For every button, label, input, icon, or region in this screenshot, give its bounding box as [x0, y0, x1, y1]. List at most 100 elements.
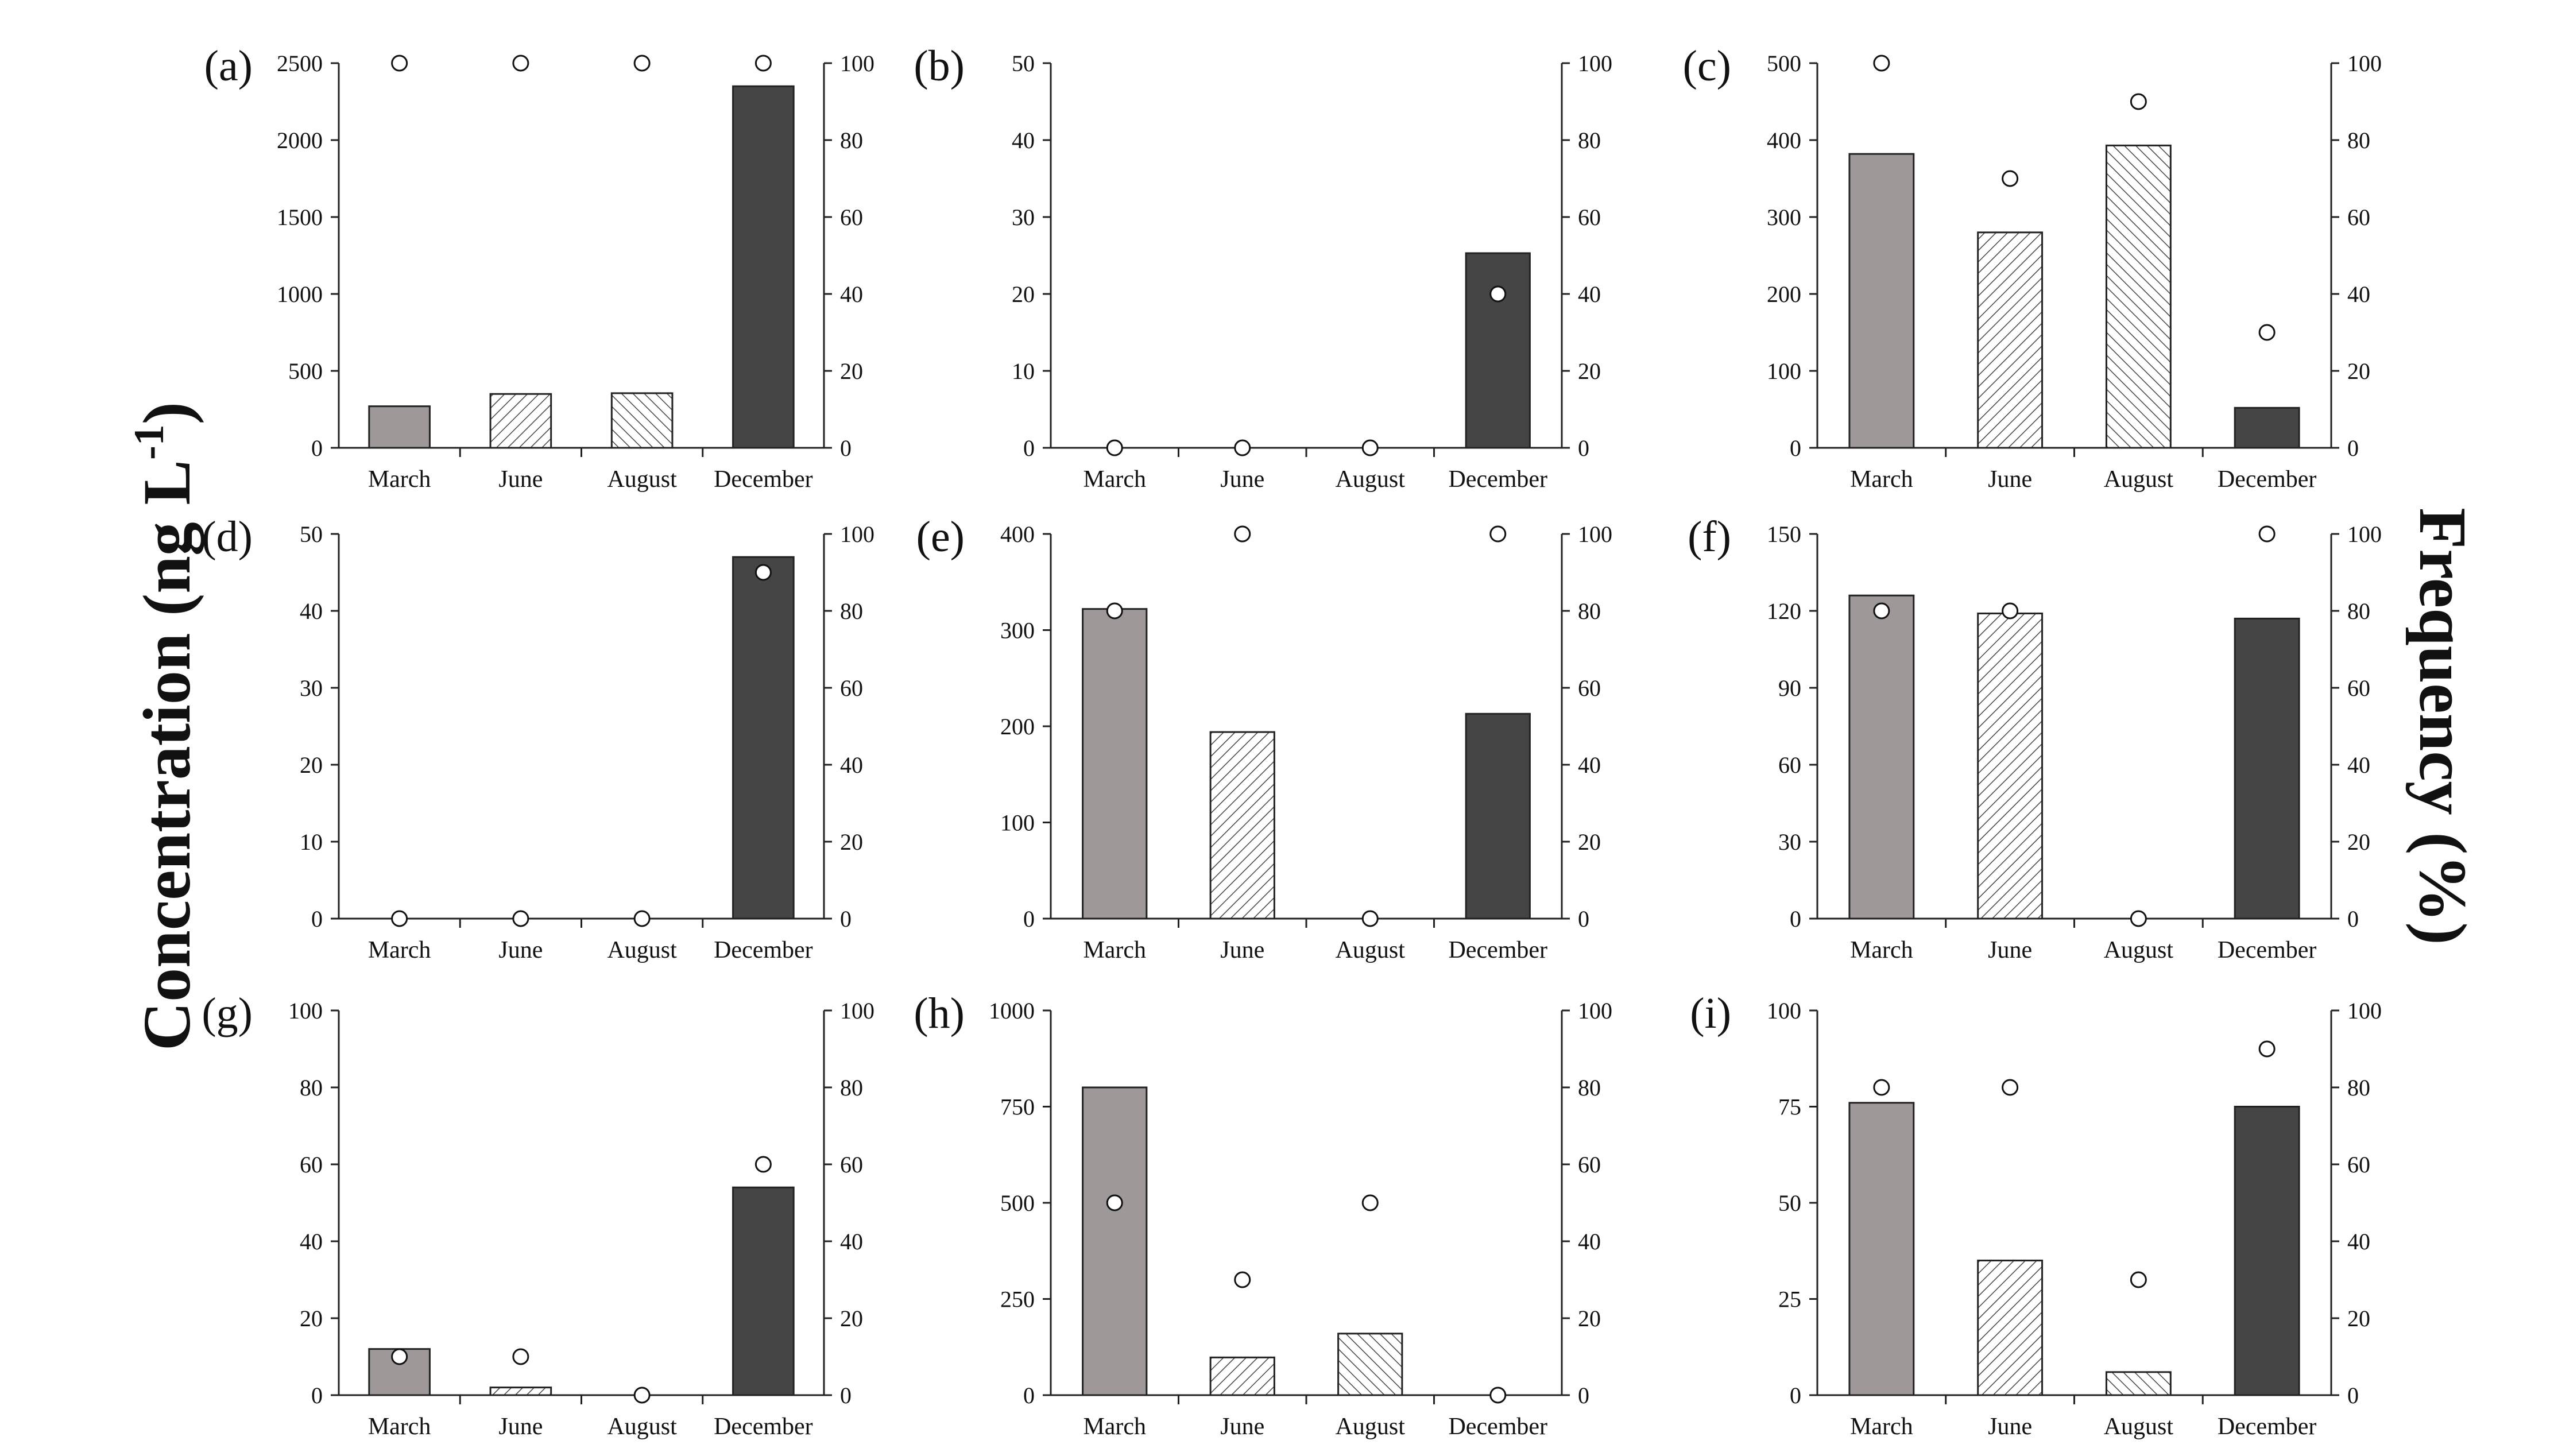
right-tick-label: 100 — [2347, 521, 2382, 547]
frequency-marker — [2002, 1079, 2019, 1096]
left-tick-label: 30 — [1778, 829, 1801, 855]
right-tick-label: 80 — [1578, 127, 1601, 153]
right-tick-label: 60 — [1578, 1152, 1601, 1178]
frequency-marker — [633, 55, 651, 72]
left-tick-label: 400 — [1767, 127, 1801, 153]
left-tick-label: 40 — [300, 1229, 323, 1254]
right-tick-label: 80 — [1578, 598, 1601, 624]
right-tick-label: 40 — [1578, 281, 1601, 307]
category-label: August — [607, 466, 677, 493]
left-tick-label: 75 — [1778, 1094, 1801, 1120]
left-tick-label: 50 — [1778, 1190, 1801, 1216]
frequency-marker — [633, 910, 651, 927]
category-label: December — [714, 466, 813, 493]
concentration-bar — [1848, 594, 1915, 920]
concentration-bar — [2234, 617, 2300, 920]
left-tick-label: 60 — [1778, 752, 1801, 778]
category-label: August — [1336, 466, 1406, 493]
category-label: December — [2218, 937, 2317, 963]
frequency-marker — [1106, 439, 1123, 456]
right-tick-label: 40 — [1578, 1229, 1601, 1254]
panels-group: (a)05001000150020002500020406080100March… — [202, 42, 2382, 1440]
concentration-bar — [2105, 1371, 2172, 1396]
right-tick-label: 60 — [840, 675, 863, 701]
category-label: December — [2218, 466, 2317, 493]
right-tick-label: 100 — [840, 521, 874, 547]
chart-panel: (i) 0 25 50 75 100 0 20 40 60 80 100 March June August… — [1690, 989, 2382, 1440]
right-tick-label: 40 — [2347, 752, 2370, 778]
right-tick-label: 100 — [1578, 998, 1612, 1024]
panel-label: (h) — [914, 989, 965, 1037]
right-tick-label: 60 — [2347, 675, 2370, 701]
frequency-marker — [1489, 525, 1507, 543]
category-label: December — [1448, 1414, 1547, 1440]
frequency-marker — [1234, 525, 1251, 543]
frequency-marker — [2258, 1040, 2276, 1058]
right-tick-label: 0 — [2347, 906, 2359, 932]
concentration-bar — [610, 392, 674, 449]
category-label: June — [498, 937, 543, 963]
right-tick-label: 0 — [2347, 435, 2359, 461]
right-tick-label: 60 — [1578, 204, 1601, 230]
frequency-marker — [512, 55, 529, 72]
left-tick-label: 100 — [1000, 810, 1035, 836]
concentration-bar — [2234, 1106, 2300, 1396]
panel-label: (c) — [1683, 42, 1731, 90]
concentration-bar — [1977, 612, 2044, 920]
category-label: June — [1220, 1414, 1264, 1440]
category-label: March — [1083, 937, 1146, 963]
left-tick-label: 0 — [311, 435, 323, 461]
panel-label: (d) — [202, 513, 253, 561]
frequency-marker — [1106, 1194, 1123, 1211]
left-tick-label: 40 — [300, 598, 323, 624]
category-label: March — [1850, 466, 1913, 493]
chart-panel: (a) 0 500 1000 1500 2000 2500 0 20 40 60 80 100 March… — [204, 42, 874, 493]
right-tick-label: 0 — [2347, 1383, 2359, 1408]
concentration-bar — [1848, 1102, 1915, 1396]
concentration-bar — [732, 556, 795, 920]
left-tick-label: 200 — [1000, 714, 1035, 739]
left-tick-label: 750 — [1000, 1094, 1035, 1120]
right-tick-label: 40 — [2347, 1229, 2370, 1254]
concentration-bar — [2234, 406, 2300, 449]
right-tick-label: 0 — [1578, 906, 1589, 932]
right-tick-label: 60 — [2347, 1152, 2370, 1178]
right-tick-label: 80 — [2347, 598, 2370, 624]
right-tick-label: 0 — [840, 1383, 852, 1408]
concentration-bar — [1977, 1260, 2044, 1396]
frequency-marker — [2130, 1271, 2147, 1288]
left-tick-label: 0 — [1790, 906, 1801, 932]
frequency-marker — [2002, 170, 2019, 187]
frequency-marker — [2258, 525, 2276, 543]
frequency-marker — [1361, 1194, 1379, 1211]
left-tick-label: 2500 — [277, 51, 323, 76]
category-label: December — [1448, 937, 1547, 963]
panel-label: (b) — [914, 42, 965, 90]
right-tick-label: 80 — [1578, 1075, 1601, 1101]
right-tick-label: 0 — [1578, 1383, 1589, 1408]
left-tick-label: 2000 — [277, 127, 323, 153]
category-label: June — [498, 1414, 543, 1440]
category-label: June — [1220, 937, 1264, 963]
frequency-marker — [754, 55, 772, 72]
left-tick-label: 300 — [1000, 618, 1035, 644]
left-tick-label: 1000 — [277, 281, 323, 307]
left-tick-label: 0 — [311, 906, 323, 932]
frequency-marker — [391, 910, 408, 927]
category-label: December — [1448, 466, 1547, 493]
chart-panel: (g) 0 20 40 60 80 100 0 20 40 60 80 100 March June Augu… — [202, 989, 874, 1440]
left-tick-label: 10 — [300, 829, 323, 855]
frequency-marker — [1234, 1271, 1251, 1288]
chart-panel: (f) 0 30 60 90 120 150 0 20 40 60 80 100 March June Aug… — [1688, 513, 2382, 963]
category-label: August — [2104, 937, 2174, 963]
right-tick-label: 40 — [2347, 281, 2370, 307]
right-tick-label: 20 — [2347, 358, 2370, 384]
category-label: December — [714, 937, 813, 963]
left-tick-label: 30 — [300, 675, 323, 701]
concentration-bar — [1082, 608, 1148, 920]
frequency-marker — [1106, 602, 1123, 619]
right-tick-label: 100 — [1578, 521, 1612, 547]
left-tick-label: 0 — [1023, 1383, 1035, 1408]
category-label: June — [1988, 937, 2032, 963]
